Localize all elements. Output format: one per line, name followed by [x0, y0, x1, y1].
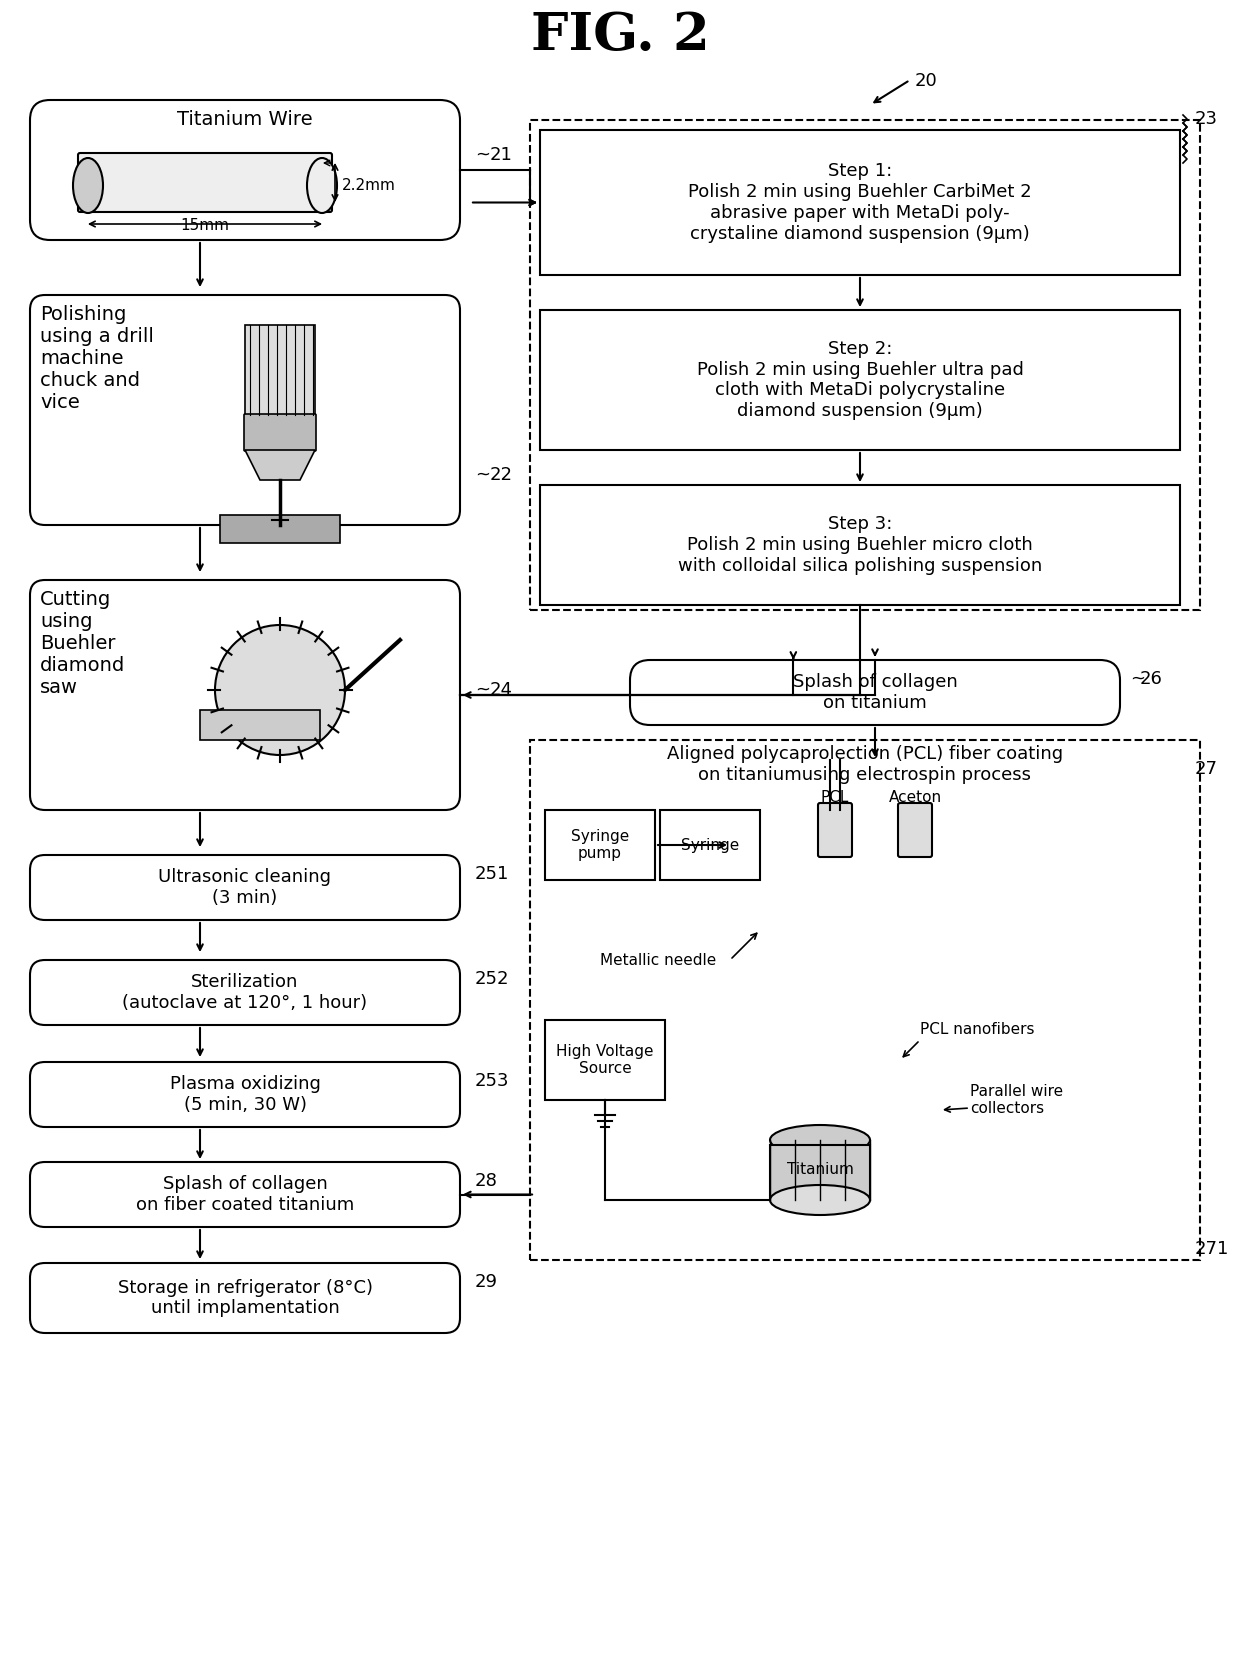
Text: Step 2:
Polish 2 min using Buehler ultra pad
cloth with MetaDi polycrystaline
di: Step 2: Polish 2 min using Buehler ultra…	[697, 340, 1023, 420]
Text: ~: ~	[1130, 670, 1145, 688]
Ellipse shape	[73, 158, 103, 213]
Text: Step 3:
Polish 2 min using Buehler micro cloth
with colloidal silica polishing s: Step 3: Polish 2 min using Buehler micro…	[678, 515, 1042, 575]
FancyBboxPatch shape	[30, 295, 460, 525]
Text: PCL: PCL	[821, 790, 849, 805]
Text: Metallic needle: Metallic needle	[600, 953, 717, 968]
Bar	[529, 740, 1200, 1259]
Text: PCL nanofibers: PCL nanofibers	[920, 1023, 1034, 1038]
Text: 252: 252	[475, 970, 510, 988]
Text: Plasma oxidizing
(5 min, 30 W): Plasma oxidizing (5 min, 30 W)	[170, 1075, 320, 1115]
Bar	[546, 810, 655, 880]
Ellipse shape	[770, 1185, 870, 1215]
FancyBboxPatch shape	[30, 960, 460, 1025]
Circle shape	[215, 625, 345, 755]
Bar	[246, 325, 315, 415]
Bar	[539, 130, 1180, 275]
Text: Parallel wire
collectors: Parallel wire collectors	[970, 1085, 1063, 1116]
FancyBboxPatch shape	[630, 660, 1120, 725]
Bar	[660, 810, 760, 880]
Ellipse shape	[770, 1125, 870, 1155]
Text: 26: 26	[1140, 670, 1163, 688]
Text: Step 1:
Polish 2 min using Buehler CarbiMet 2
abrasive paper with MetaDi poly-
c: Step 1: Polish 2 min using Buehler Carbi…	[688, 162, 1032, 243]
Text: Titanium: Titanium	[786, 1163, 853, 1178]
FancyBboxPatch shape	[30, 855, 460, 920]
FancyBboxPatch shape	[30, 580, 460, 810]
Text: FIG. 2: FIG. 2	[531, 10, 709, 62]
Text: 28: 28	[475, 1171, 498, 1190]
Text: ~: ~	[475, 681, 490, 700]
Text: 251: 251	[475, 865, 510, 883]
Text: Storage in refrigerator (8°C)
until implamentation: Storage in refrigerator (8°C) until impl…	[118, 1278, 372, 1318]
Text: 15mm: 15mm	[181, 218, 229, 233]
Text: ~: ~	[475, 466, 490, 485]
FancyBboxPatch shape	[78, 153, 332, 212]
Text: 271: 271	[1195, 1240, 1229, 1258]
FancyBboxPatch shape	[30, 1161, 460, 1226]
Text: 24: 24	[490, 681, 513, 700]
Text: Polishing
using a drill
machine
chuck and
vice: Polishing using a drill machine chuck an…	[40, 305, 154, 412]
FancyBboxPatch shape	[30, 1263, 460, 1333]
FancyBboxPatch shape	[898, 803, 932, 856]
Bar	[200, 710, 320, 740]
Text: Sterilization
(autoclave at 120°, 1 hour): Sterilization (autoclave at 120°, 1 hour…	[123, 973, 367, 1011]
Text: 23: 23	[1195, 110, 1218, 128]
Text: Syringe: Syringe	[681, 838, 739, 853]
Text: ~: ~	[475, 147, 490, 163]
Circle shape	[274, 460, 286, 471]
Bar	[529, 120, 1200, 610]
Text: 21: 21	[490, 147, 513, 163]
Bar	[539, 310, 1180, 450]
Ellipse shape	[308, 158, 337, 213]
Bar	[546, 1020, 665, 1100]
Text: 27: 27	[1195, 760, 1218, 778]
Text: Titanium Wire: Titanium Wire	[177, 110, 312, 128]
FancyBboxPatch shape	[30, 1061, 460, 1126]
FancyBboxPatch shape	[30, 100, 460, 240]
Text: Aceton: Aceton	[888, 790, 941, 805]
Bar	[219, 515, 340, 543]
Text: 2.2mm: 2.2mm	[342, 178, 396, 193]
Text: 22: 22	[490, 466, 513, 485]
FancyBboxPatch shape	[244, 413, 316, 451]
Text: High Voltage
Source: High Voltage Source	[557, 1045, 653, 1076]
Text: 253: 253	[475, 1071, 510, 1090]
Text: Cutting
using
Buehler
diamond
saw: Cutting using Buehler diamond saw	[40, 590, 125, 696]
FancyBboxPatch shape	[818, 803, 852, 856]
Text: Splash of collagen
on titanium: Splash of collagen on titanium	[792, 673, 957, 711]
Text: Syringe
pump: Syringe pump	[570, 828, 629, 861]
Text: Ultrasonic cleaning
(3 min): Ultrasonic cleaning (3 min)	[159, 868, 331, 906]
Text: Aligned polycaprolection (PCL) fiber coating
on titaniumusing electrospin proces: Aligned polycaprolection (PCL) fiber coa…	[667, 745, 1063, 783]
Text: 20: 20	[915, 72, 937, 90]
Text: Splash of collagen
on fiber coated titanium: Splash of collagen on fiber coated titan…	[136, 1175, 355, 1215]
Bar	[770, 1145, 870, 1200]
Text: 29: 29	[475, 1273, 498, 1291]
Bar	[539, 485, 1180, 605]
Polygon shape	[246, 450, 315, 480]
